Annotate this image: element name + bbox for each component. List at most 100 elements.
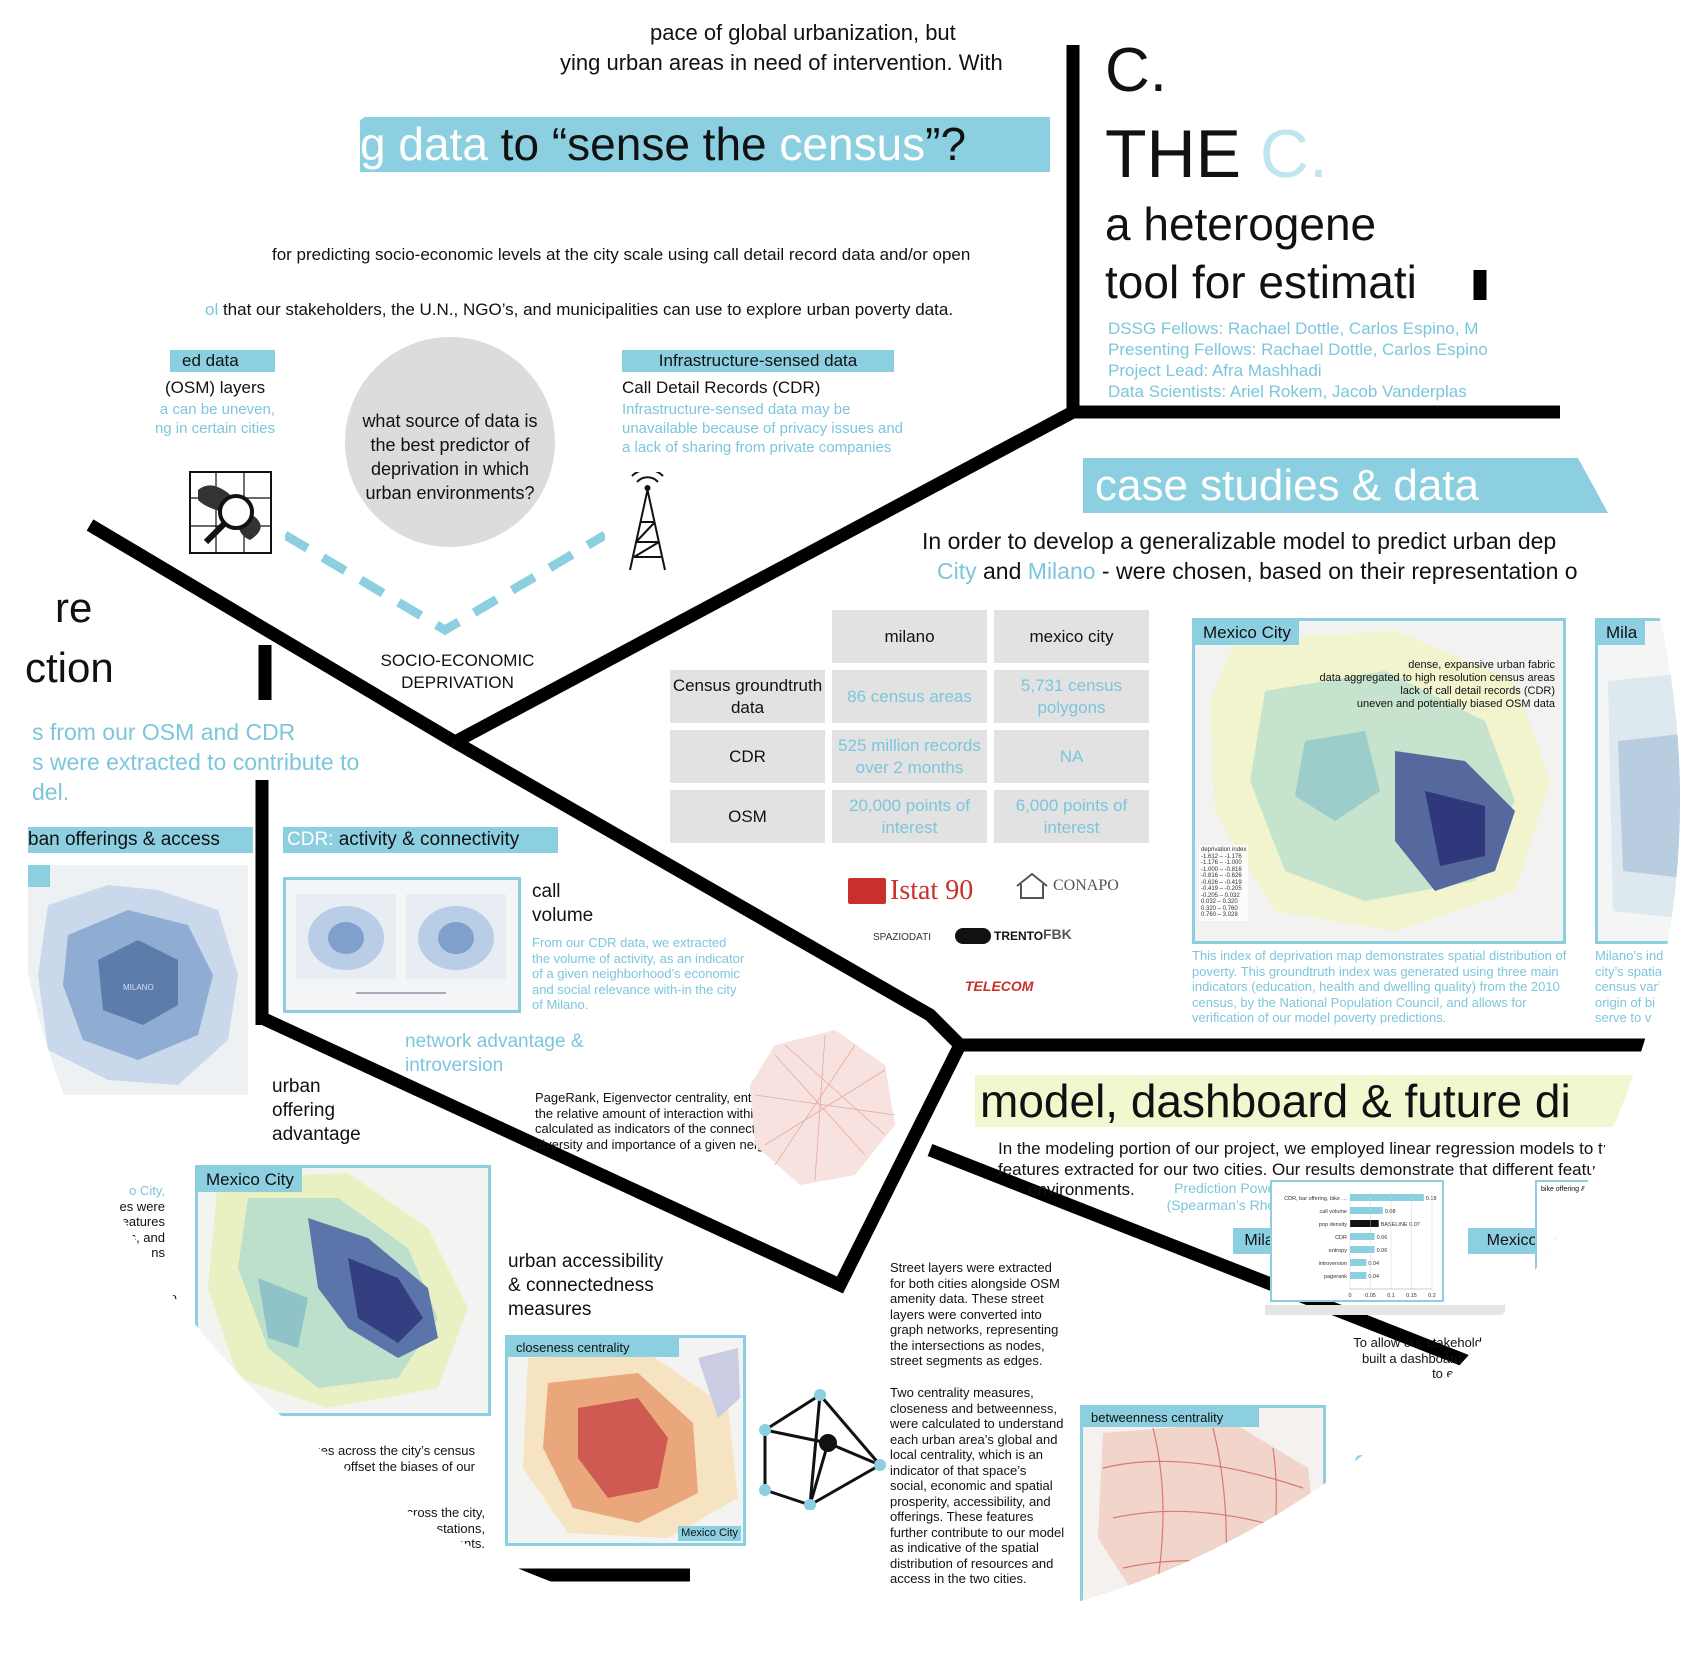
mexico-note: lack of call detail records (CDR) xyxy=(1400,685,1555,697)
table-cell: 525 million records over 2 months xyxy=(832,730,987,783)
legend-item: -0.205 – 0.032 xyxy=(1201,892,1240,899)
call-volume-title-2: volume xyxy=(532,905,594,926)
cdr-title: Call Detail Records (CDR) xyxy=(622,378,821,397)
node-network-icon xyxy=(759,1389,886,1510)
chart-category-label: entropy xyxy=(1329,1248,1348,1254)
goal-2: that our stakeholders, the U.N., NGO’s, … xyxy=(218,300,954,319)
urban-offering-3: advantage xyxy=(272,1124,361,1145)
data-scientists: Data Scientists: Ariel Rokem, Jacob Vand… xyxy=(1108,382,1467,401)
mexico-caption: This index of deprivation map demonstrat… xyxy=(1192,948,1567,1025)
legend-item: 0.032 – 0.320 xyxy=(1201,899,1238,905)
osm-note-2: ng in certain cities xyxy=(154,420,275,437)
table-row-label: OSM xyxy=(670,790,825,843)
chart-category-label: pop density xyxy=(1319,1222,1347,1228)
fellows: DSSG Fellows: Rachael Dottle, Carlos Esp… xyxy=(1108,319,1479,338)
dashed-connector xyxy=(285,531,605,636)
infrastructure-band: Infrastructure-sensed data xyxy=(622,350,894,372)
features-blue-3: del. xyxy=(32,779,70,805)
network-title-1: network advantage & xyxy=(405,1031,584,1052)
chart-category-label: CDR, bar offering, bike … xyxy=(1284,1196,1347,1202)
closeness-label: closeness centrality xyxy=(508,1338,679,1357)
table-row-label: CDR xyxy=(670,730,825,783)
closeness-map: closeness centrality Mexico City xyxy=(505,1335,746,1546)
osm-note-1: a can be uneven, xyxy=(159,401,275,418)
case-intro-1: In order to develop a generalizable mode… xyxy=(922,528,1557,554)
spaziodati-label: SPAZIODATI xyxy=(873,932,931,943)
bottom-left-1: lues across the city’s census xyxy=(310,1443,476,1458)
urban-offering-1: urban xyxy=(272,1076,321,1097)
mexico-left-5: to xyxy=(166,1290,177,1305)
mexico-left-1: es were xyxy=(119,1198,165,1214)
chart-tick-label: 0.2 xyxy=(1428,1293,1436,1299)
deprivation-legend: deprivation index -1.612 – -1.176 -1.176… xyxy=(1199,845,1249,921)
legend-item: -0.419 – -0.205 xyxy=(1201,886,1242,892)
mexico-chart-label: bike offering & xyxy=(1541,1186,1586,1193)
chart-tick-label: 0.05 xyxy=(1365,1293,1376,1299)
urban-offerings-band: ban offerings & access xyxy=(28,827,253,853)
urban-offering-2: offering xyxy=(272,1100,336,1121)
trento-logo-icon xyxy=(955,928,991,944)
betweenness-map: betweenness centrality xyxy=(1080,1405,1326,1616)
legend-item: -0.816 – -0.626 xyxy=(1201,873,1242,879)
cdr-note-3: a lack of sharing from private companies xyxy=(622,439,892,456)
bottom-left-3: es across the city, xyxy=(381,1505,485,1520)
mexico-deprivation-label: Mexico City xyxy=(1195,621,1299,645)
prediction-chart-svg: CDR, bar offering, bike … 0.18 call volume… xyxy=(1284,1192,1437,1299)
chart-category-label: CDR xyxy=(1335,1235,1347,1241)
question-band: g data to “sense the census”? xyxy=(360,117,1050,172)
dashboard-text-3: to explore o xyxy=(1432,1366,1500,1381)
deprivation-label-2: DEPRIVATION xyxy=(401,673,514,692)
case-intro-city: City xyxy=(937,558,977,584)
legend-item: -1.000 – -0.816 xyxy=(1201,866,1242,873)
chart-value-label: 0.06 xyxy=(1377,1235,1388,1241)
microsoft-logo-icon xyxy=(595,1620,612,1635)
intro-line-2: ying urban areas in need of intervention… xyxy=(560,50,1003,75)
question-pre: g xyxy=(360,118,399,170)
title-line-2: THE xyxy=(1105,116,1260,192)
question-data: data xyxy=(398,118,488,170)
legend-item: -1.612 – -1.176 xyxy=(1201,853,1242,860)
mexico-chart-label-2: str xyxy=(1597,1197,1605,1204)
call-volume-title-1: call xyxy=(532,881,561,902)
title-line-3: a heterogene xyxy=(1105,198,1377,250)
milano-caption: Milano’s ind xyxy=(1595,948,1664,963)
chart-tick-label: 0.1 xyxy=(1387,1293,1395,1299)
chart-value-label: 0.18 xyxy=(1426,1196,1437,1202)
goal-2-prefix: ol xyxy=(205,300,219,319)
project-lead: Project Lead: Afra Mashhadi xyxy=(1108,361,1322,380)
chart-bar xyxy=(1350,1220,1379,1227)
case-intro-milano: Milano xyxy=(1027,558,1096,584)
question-to: to “sense the xyxy=(487,118,780,170)
mexico-left-3: s, and xyxy=(129,1229,165,1245)
mexico-chart-cut: bike offering & str xyxy=(1535,1180,1679,1274)
chart-value-label: 0.04 xyxy=(1368,1261,1379,1267)
svg-text:MILANO: MILANO xyxy=(123,983,154,992)
model-intro-3: environments. xyxy=(1028,1180,1135,1199)
cdr-band-label: activity & connectivity xyxy=(333,829,520,850)
intro-line-1: pace of global urbanization, but xyxy=(650,20,956,45)
chart-bar xyxy=(1350,1194,1424,1201)
prediction-chart: CDR, bar offering, bike … 0.18 call volume… xyxy=(1270,1180,1444,1302)
chart-value-label: 0.06 xyxy=(1377,1248,1388,1254)
features-blue-1: s from our OSM and CDR xyxy=(32,719,296,745)
question-circle-text: what source of data is the best predicto… xyxy=(362,411,538,503)
bottom-left-2: s to offset the biases of our xyxy=(319,1458,475,1474)
dashboard-text-2: built a dashboard that vi xyxy=(1361,1350,1500,1366)
dashboard-text-4: study citie xyxy=(1442,1381,1500,1397)
chart-tick-label: 0.15 xyxy=(1406,1293,1417,1299)
table-cell: 86 census areas xyxy=(832,670,987,723)
cdr-band-label-blue: CDR: xyxy=(287,829,334,850)
fbk-label: FBK xyxy=(1043,926,1072,942)
network-graph-illustration xyxy=(750,1030,896,1185)
milano-offering-map: MILANO xyxy=(28,865,248,1095)
dashboard-text-1: To allow our stakeholders xyxy=(1353,1335,1500,1350)
features-heading-1: re xyxy=(55,584,93,631)
chart-shadow xyxy=(1265,1305,1505,1315)
bottom-left-4: bus stations, xyxy=(412,1520,485,1536)
chart-bar xyxy=(1350,1207,1383,1214)
case-intro-and: and xyxy=(976,558,1028,584)
model-band-title: model, dashboard & future di xyxy=(980,1075,1571,1127)
cdr-note-2: unavailable because of privacy issues an… xyxy=(622,420,904,437)
mexico-left-2: eatures xyxy=(121,1214,165,1229)
chart-value-label: 0.04 xyxy=(1368,1274,1379,1280)
